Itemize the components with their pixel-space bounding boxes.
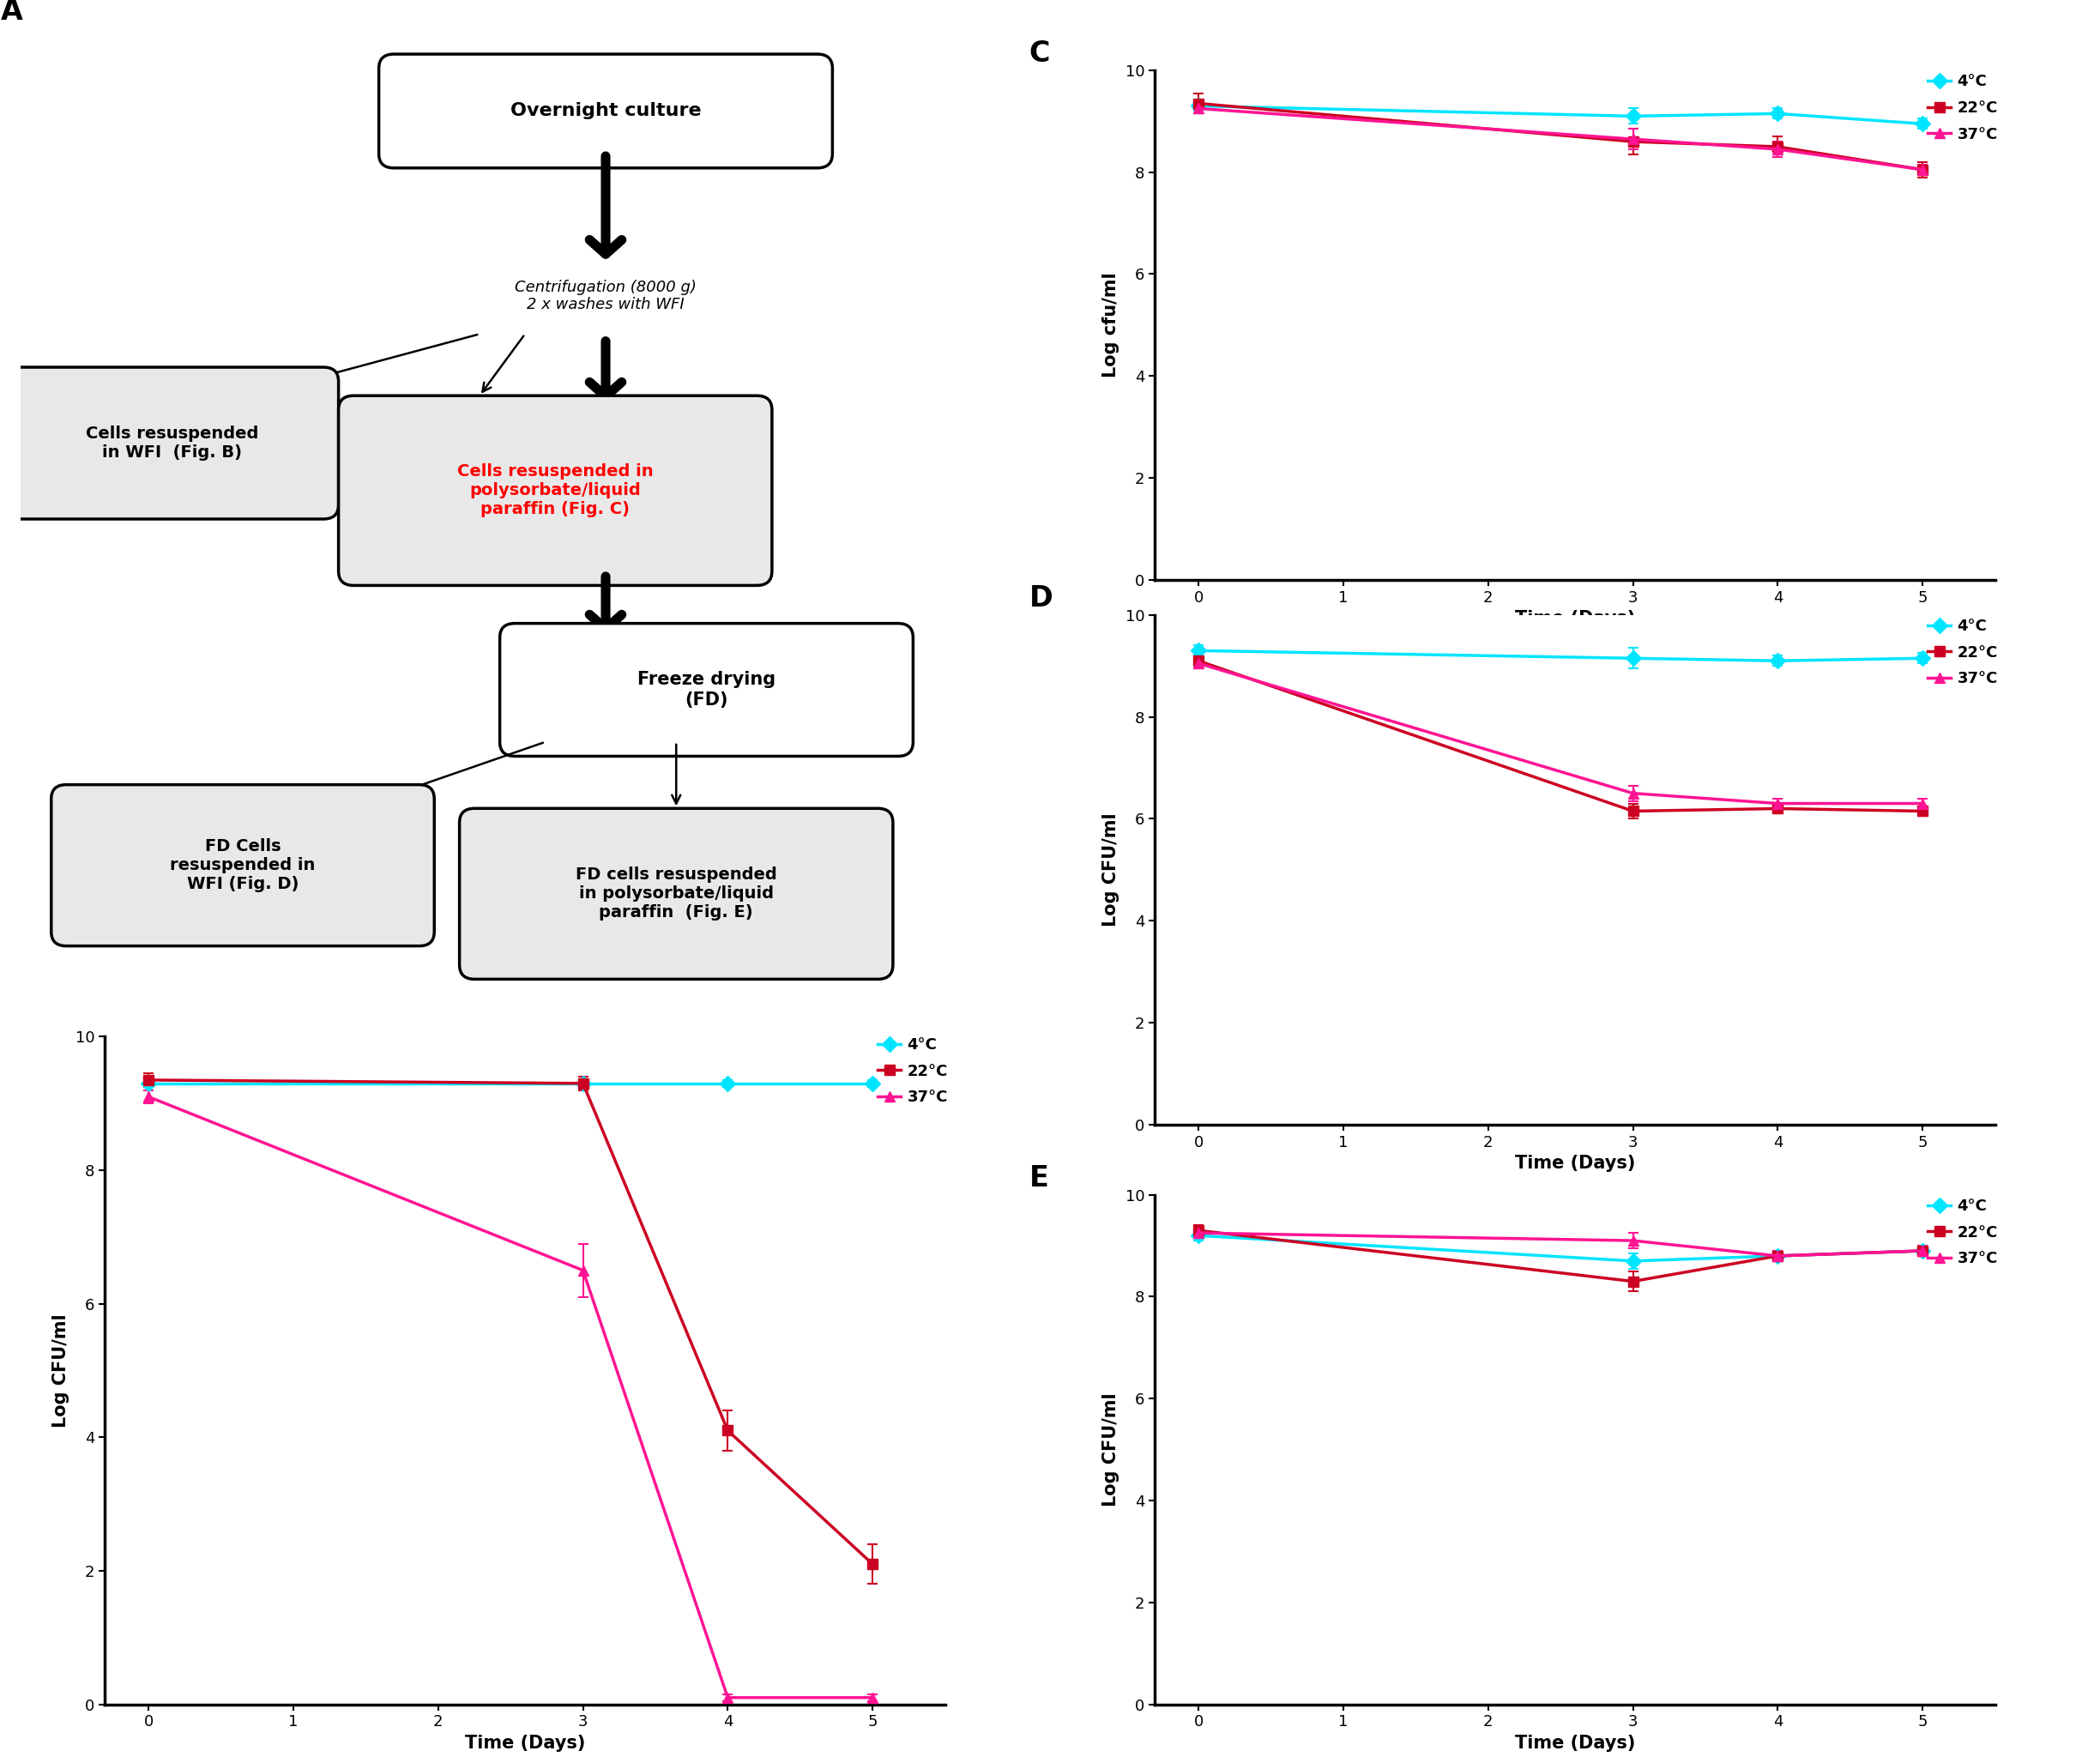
Legend: 4°C, 22°C, 37°C: 4°C, 22°C, 37°C [1922,613,2003,692]
Text: Overnight culture: Overnight culture [510,102,701,119]
FancyBboxPatch shape [6,367,338,518]
Text: A: A [0,0,23,26]
Legend: 4°C, 22°C, 37°C: 4°C, 22°C, 37°C [1922,69,2003,148]
Text: Centrifugation (8000 g)
2 x washes with WFI: Centrifugation (8000 g) 2 x washes with … [514,279,697,313]
X-axis label: Time (Days): Time (Days) [464,1734,586,1752]
X-axis label: Time (Days): Time (Days) [1514,1154,1636,1172]
Y-axis label: Log cfu/ml: Log cfu/ml [1102,272,1119,378]
Y-axis label: Log CFU/ml: Log CFU/ml [52,1314,69,1427]
Text: FD cells resuspended
in polysorbate/liquid
paraffin  (Fig. E): FD cells resuspended in polysorbate/liqu… [575,866,777,921]
Legend: 4°C, 22°C, 37°C: 4°C, 22°C, 37°C [871,1031,953,1112]
FancyBboxPatch shape [460,808,892,979]
FancyBboxPatch shape [338,395,773,585]
Text: Freeze drying
(FD): Freeze drying (FD) [636,671,775,708]
FancyBboxPatch shape [378,54,832,169]
Text: Cells resuspended
in WFI  (Fig. B): Cells resuspended in WFI (Fig. B) [86,425,258,460]
Text: FD Cells
resuspended in
WFI (Fig. D): FD Cells resuspended in WFI (Fig. D) [170,838,315,893]
FancyBboxPatch shape [50,785,435,945]
Text: E: E [1029,1165,1048,1193]
Legend: 4°C, 22°C, 37°C: 4°C, 22°C, 37°C [1922,1193,2003,1272]
FancyBboxPatch shape [500,624,914,756]
Text: C: C [1029,40,1050,69]
Y-axis label: Log CFU/ml: Log CFU/ml [1102,1393,1119,1506]
Text: D: D [1029,585,1052,613]
X-axis label: Time (Days): Time (Days) [1514,1734,1636,1752]
X-axis label: Time (Days): Time (Days) [1514,610,1636,627]
Text: Cells resuspended in
polysorbate/liquid
paraffin (Fig. C): Cells resuspended in polysorbate/liquid … [458,464,653,518]
Y-axis label: Log CFU/ml: Log CFU/ml [1102,813,1119,926]
